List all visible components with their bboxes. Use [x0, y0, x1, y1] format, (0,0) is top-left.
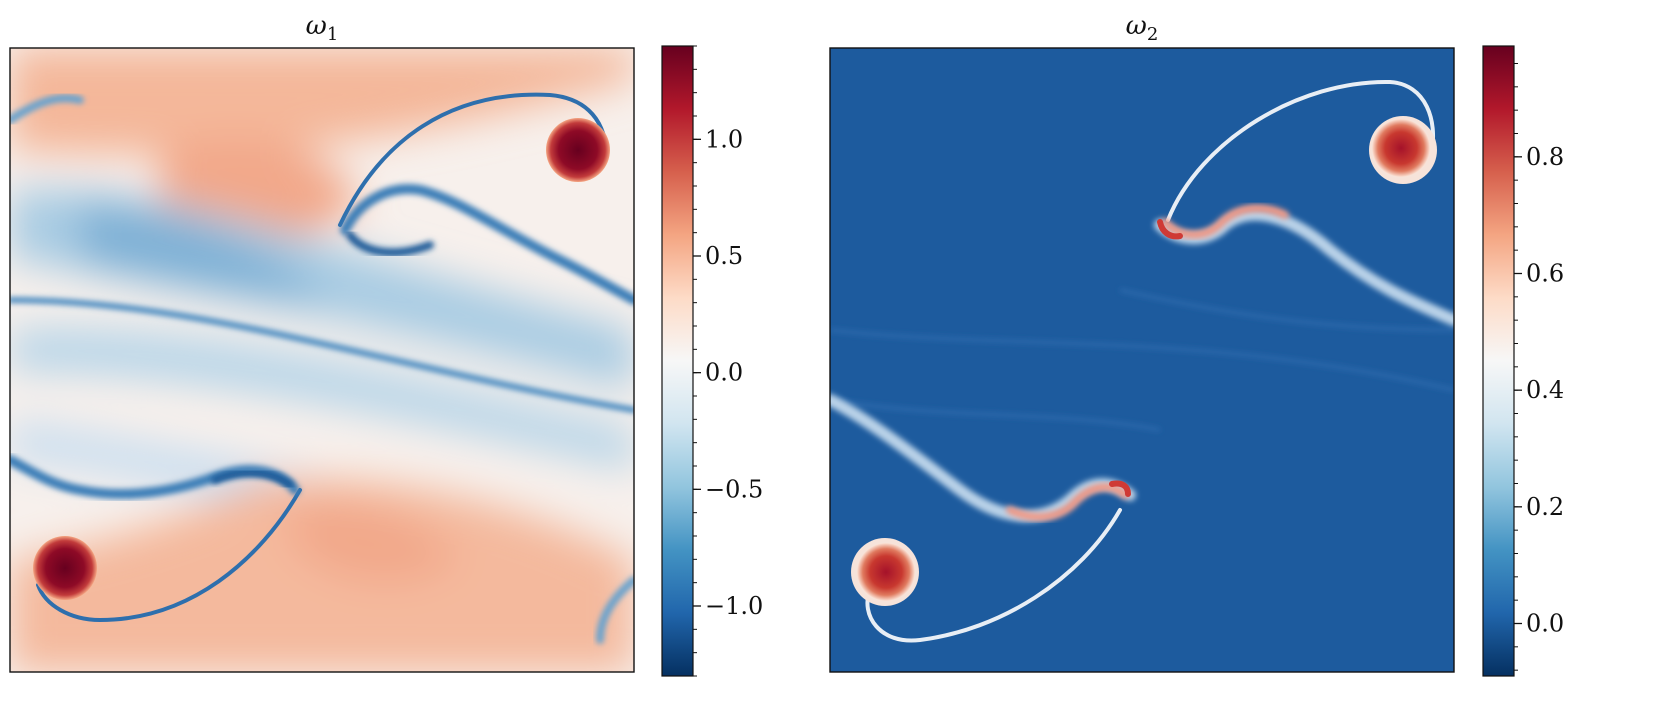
colorbar-tick-label: 0.4: [1526, 376, 1564, 404]
colorbar-tick-label: 0.8: [1526, 143, 1564, 171]
panel-title-omega1: ω1: [306, 11, 339, 45]
vorticity-field-omega2: [830, 48, 1454, 672]
vortex-core-lower-left: [33, 536, 97, 600]
heatmap-panel-omega2: ω2: [829, 11, 1564, 677]
colorbar-tick-label: −0.5: [705, 475, 763, 503]
colorbar-tick-label: 0.2: [1526, 493, 1564, 521]
colorbar-tick-label: −1.0: [705, 592, 763, 620]
colorbar-tick-label: 0.0: [705, 359, 743, 387]
colorbar-tick-label: 0.6: [1526, 260, 1564, 288]
colorbar-omega1: −1.0 −0.5 0.0 0.5 1.0: [661, 45, 763, 677]
vortex-core-upper-right: [1372, 119, 1430, 177]
heatmap-panel-omega1: ω1: [9, 11, 763, 677]
colorbar-tick-label: 1.0: [705, 125, 743, 153]
colorbar-omega2: 0.0 0.2 0.4 0.6 0.8: [1482, 45, 1564, 677]
vortex-core-upper-right: [546, 118, 610, 182]
vorticity-field-omega1: [10, 48, 634, 672]
panel-title-omega2: ω2: [1126, 11, 1159, 45]
vortex-core-lower-left: [857, 543, 915, 601]
colorbar-tick-label: 0.5: [705, 242, 743, 270]
colorbar-tick-label: 0.0: [1526, 610, 1564, 638]
